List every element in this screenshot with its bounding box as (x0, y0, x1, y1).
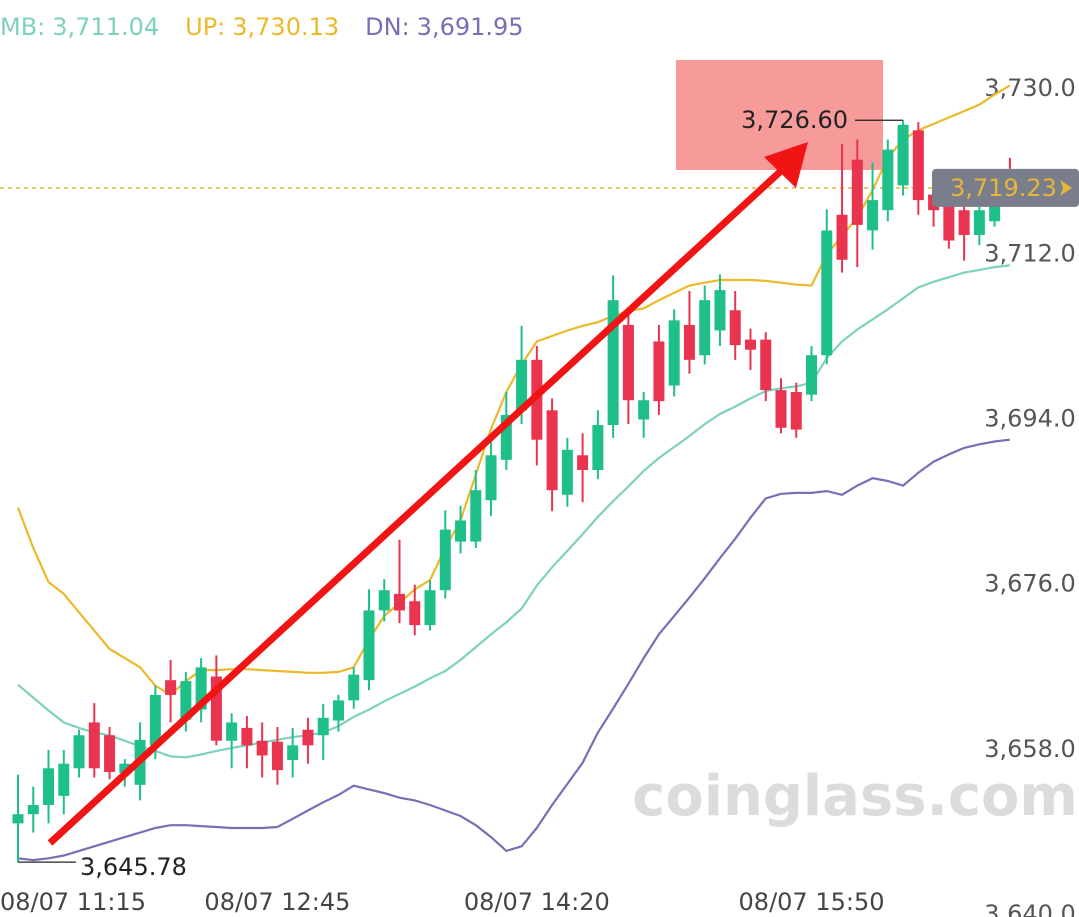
legend-name: UP: (185, 13, 225, 41)
candle-body (653, 341, 665, 402)
candle-body (760, 339, 772, 391)
candle-body (12, 814, 24, 824)
price-tag-label: 3,719.23 (950, 174, 1057, 202)
highlight-box (676, 60, 883, 170)
legend-value: 3,730.13 (232, 13, 339, 41)
candle-body (302, 729, 314, 746)
x-tick-label: 08/07 15:50 (739, 888, 885, 916)
candle-body (790, 391, 802, 430)
candle-body (88, 722, 100, 769)
legend-value: 3,691.95 (417, 13, 524, 41)
candle-body (775, 390, 787, 428)
candle-body (43, 768, 55, 806)
candle-body (287, 745, 299, 761)
candle-body (577, 455, 589, 470)
candle-body (455, 520, 467, 542)
candle-body (943, 204, 955, 241)
candle-body (394, 593, 405, 611)
candle-body (439, 529, 451, 591)
candle-body (882, 149, 894, 211)
candle-body (195, 667, 207, 710)
candle-body (638, 400, 650, 420)
candle-body (989, 200, 1001, 222)
candle-body (332, 700, 344, 721)
legend-name: DN: (365, 13, 410, 41)
y-tick-label: 3,676.0 (984, 570, 1076, 598)
candle-body (378, 590, 390, 611)
candle-body (851, 159, 863, 225)
plot: 3,730.0 3,712.0 3,694.0 3,676.0 3,658.0 3,640… (0, 13, 1079, 917)
candle-body (668, 320, 680, 386)
candle-body (104, 735, 116, 772)
candle-body (516, 359, 528, 411)
candle-body (165, 680, 177, 695)
x-tick-label: 08/07 12:45 (204, 888, 350, 916)
y-tick-label: 3,712.0 (984, 239, 1076, 267)
candle-body (912, 130, 924, 201)
watermark: coinglass.com (632, 764, 1078, 829)
candle-body (119, 763, 131, 773)
candle-body (500, 414, 512, 460)
candle-body (806, 355, 818, 395)
candle-body (470, 490, 482, 542)
candle-body (622, 324, 634, 401)
candle-body (729, 310, 741, 346)
candle-body (485, 455, 497, 501)
candle-body (424, 590, 436, 626)
legend: MB: 3,711.04 UP: 3,730.13 DN: 3,691.95 (0, 13, 524, 41)
candle-body (256, 740, 268, 756)
candle-body (73, 735, 85, 769)
y-tick-label: 3,640.0 (984, 900, 1076, 917)
candle-body (714, 290, 726, 331)
candle-body (744, 339, 756, 350)
legend-value: 3,711.04 (52, 13, 159, 41)
candle-body (226, 722, 238, 741)
candle-body (210, 676, 222, 741)
candle-body (592, 424, 604, 470)
x-tick-label: 08/07 14:20 (464, 888, 610, 916)
price-tag (932, 168, 1079, 207)
candle-body (180, 681, 192, 720)
candle-body (867, 200, 879, 231)
candle-body (271, 741, 283, 771)
band-line (17, 264, 1011, 759)
candle-body (149, 694, 161, 746)
band-line (17, 438, 1011, 862)
y-tick-label: 3,730.0 (984, 74, 1076, 102)
candle-body (958, 210, 970, 235)
candle-body (821, 230, 833, 356)
legend-name: MB: (0, 13, 45, 41)
candle-body (363, 610, 375, 681)
candle-body (607, 300, 619, 425)
candle-body (561, 449, 573, 495)
candle-body (699, 300, 711, 356)
trend-arrow-head (764, 142, 808, 188)
y-tick-label: 3,694.0 (984, 404, 1076, 432)
candle-body (241, 727, 253, 746)
candle-body (409, 601, 421, 626)
candle-body (348, 674, 360, 701)
candle-body (836, 214, 848, 260)
candle-body (683, 324, 695, 360)
candle-body (58, 763, 70, 796)
y-tick-label: 3,658.0 (984, 735, 1076, 763)
candle-body (317, 717, 329, 736)
candle-body (897, 124, 909, 186)
x-tick-label: 08/07 11:15 (0, 888, 146, 916)
candle-body (546, 410, 558, 491)
candle-body (27, 805, 39, 815)
candle-body (973, 210, 985, 235)
price-tag-arrow (1060, 179, 1072, 196)
low-marker-label: 3,645.78 (80, 853, 187, 881)
high-marker-label: 3,726.60 (741, 106, 848, 134)
trend-arrow (47, 167, 785, 846)
